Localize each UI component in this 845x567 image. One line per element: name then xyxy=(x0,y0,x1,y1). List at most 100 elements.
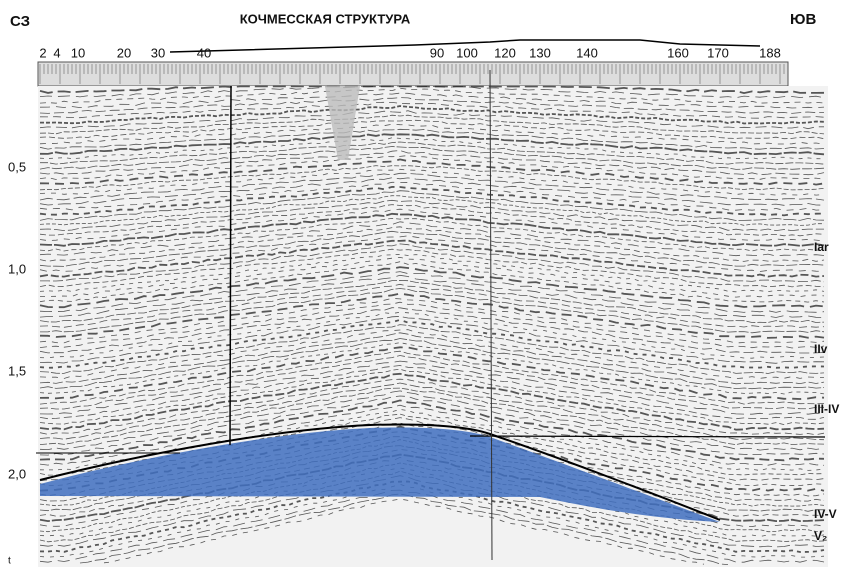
shotpoint-label: 4 xyxy=(53,45,60,60)
reflection xyxy=(39,133,825,156)
reflection xyxy=(39,177,825,206)
reflection xyxy=(39,372,825,431)
direction-right: ЮВ xyxy=(790,11,816,28)
reflection xyxy=(39,85,825,95)
reflection xyxy=(40,243,825,283)
time-label: 2,0 xyxy=(8,466,26,481)
ruler-ticks xyxy=(39,64,785,84)
reflection xyxy=(39,181,825,211)
reflection xyxy=(39,101,825,119)
reflection xyxy=(39,422,825,487)
reflection xyxy=(39,230,825,267)
shotpoint-label: 10 xyxy=(71,45,85,60)
reflection xyxy=(39,307,825,354)
reflection xyxy=(39,311,825,359)
reflection xyxy=(39,204,825,237)
highlighted-layer xyxy=(40,427,720,522)
reflection xyxy=(39,172,825,201)
reflection xyxy=(39,292,825,339)
reflection xyxy=(39,97,824,114)
shotpoint-label: 20 xyxy=(117,45,131,60)
reflection xyxy=(39,338,825,390)
shotpoint-label: 100 xyxy=(456,45,478,60)
horizon-line xyxy=(469,435,826,438)
reflection xyxy=(39,355,824,410)
reflection xyxy=(39,456,825,528)
shotpoint-label: 160 xyxy=(667,45,689,60)
reflection xyxy=(39,235,825,272)
reflection xyxy=(39,350,825,405)
reflection xyxy=(39,288,825,334)
reflection xyxy=(39,271,825,313)
reflection xyxy=(39,279,825,323)
horizon-label: III-IV xyxy=(814,402,839,416)
horizon-label: IIv xyxy=(814,342,828,356)
topography-line xyxy=(169,39,761,53)
shotpoint-ruler xyxy=(37,61,789,87)
horizon-label: IV-V xyxy=(814,507,837,521)
reflection xyxy=(39,329,825,380)
shotpoint-label: 188 xyxy=(759,45,781,60)
reflection xyxy=(39,399,825,462)
reflection xyxy=(39,128,825,150)
reflection xyxy=(39,221,825,257)
reflection xyxy=(39,195,824,226)
shotpoint-label: 130 xyxy=(529,45,551,60)
time-label: 1,5 xyxy=(8,363,26,378)
shotpoint-label: 2 xyxy=(39,45,46,60)
reflection xyxy=(39,92,825,109)
shotpoint-label: 140 xyxy=(576,45,598,60)
shotpoint-label: 120 xyxy=(494,45,516,60)
mute-zone xyxy=(325,86,360,160)
reflection xyxy=(39,85,825,99)
reflection xyxy=(39,190,825,221)
shotpoint-label: 170 xyxy=(707,45,729,60)
reflection xyxy=(39,283,825,328)
reflection xyxy=(39,114,825,135)
reflection xyxy=(39,168,825,196)
reflection xyxy=(39,239,825,278)
fault-line xyxy=(489,69,493,561)
reflection xyxy=(39,315,825,364)
reflection xyxy=(39,365,825,420)
section-title: КОЧМЕССКАЯ СТРУКТУРА xyxy=(240,11,411,26)
reflection xyxy=(40,141,825,165)
reflection xyxy=(39,318,825,369)
reflection xyxy=(39,368,825,426)
reflection xyxy=(39,119,825,140)
reflection xyxy=(40,256,825,298)
reflection xyxy=(39,413,825,476)
reflection xyxy=(39,301,825,349)
reflection xyxy=(103,498,705,565)
time-unit: t xyxy=(8,556,11,567)
reflection xyxy=(39,390,825,451)
shotpoint-label: 40 xyxy=(197,45,211,60)
reflection xyxy=(39,137,825,160)
labels: 2 4 10 20 30 40 90 100 120 130 140 160 170 188 0,5 1,0 1… xyxy=(8,45,839,566)
reflection xyxy=(39,261,825,303)
reflection xyxy=(39,297,825,344)
shotpoint-label: 30 xyxy=(151,45,165,60)
reflection xyxy=(39,324,825,374)
reflection xyxy=(39,212,825,247)
reflection xyxy=(39,150,825,176)
reflection xyxy=(39,248,825,288)
reflection xyxy=(39,165,825,191)
reflection xyxy=(39,378,825,436)
reflection xyxy=(39,332,825,385)
reflection xyxy=(39,226,825,262)
reflection xyxy=(39,346,825,400)
reflection xyxy=(39,158,825,186)
reflection xyxy=(39,217,825,252)
horizon-label: Iar xyxy=(814,240,829,254)
time-label: 1,0 xyxy=(8,261,26,276)
time-label: 0,5 xyxy=(8,159,26,174)
reflection xyxy=(39,408,825,471)
horizon-line xyxy=(39,423,721,521)
reflection xyxy=(39,155,825,180)
reflection xyxy=(39,253,825,293)
fault-line xyxy=(229,85,232,446)
reflection xyxy=(39,462,825,533)
reflection xyxy=(39,395,825,456)
